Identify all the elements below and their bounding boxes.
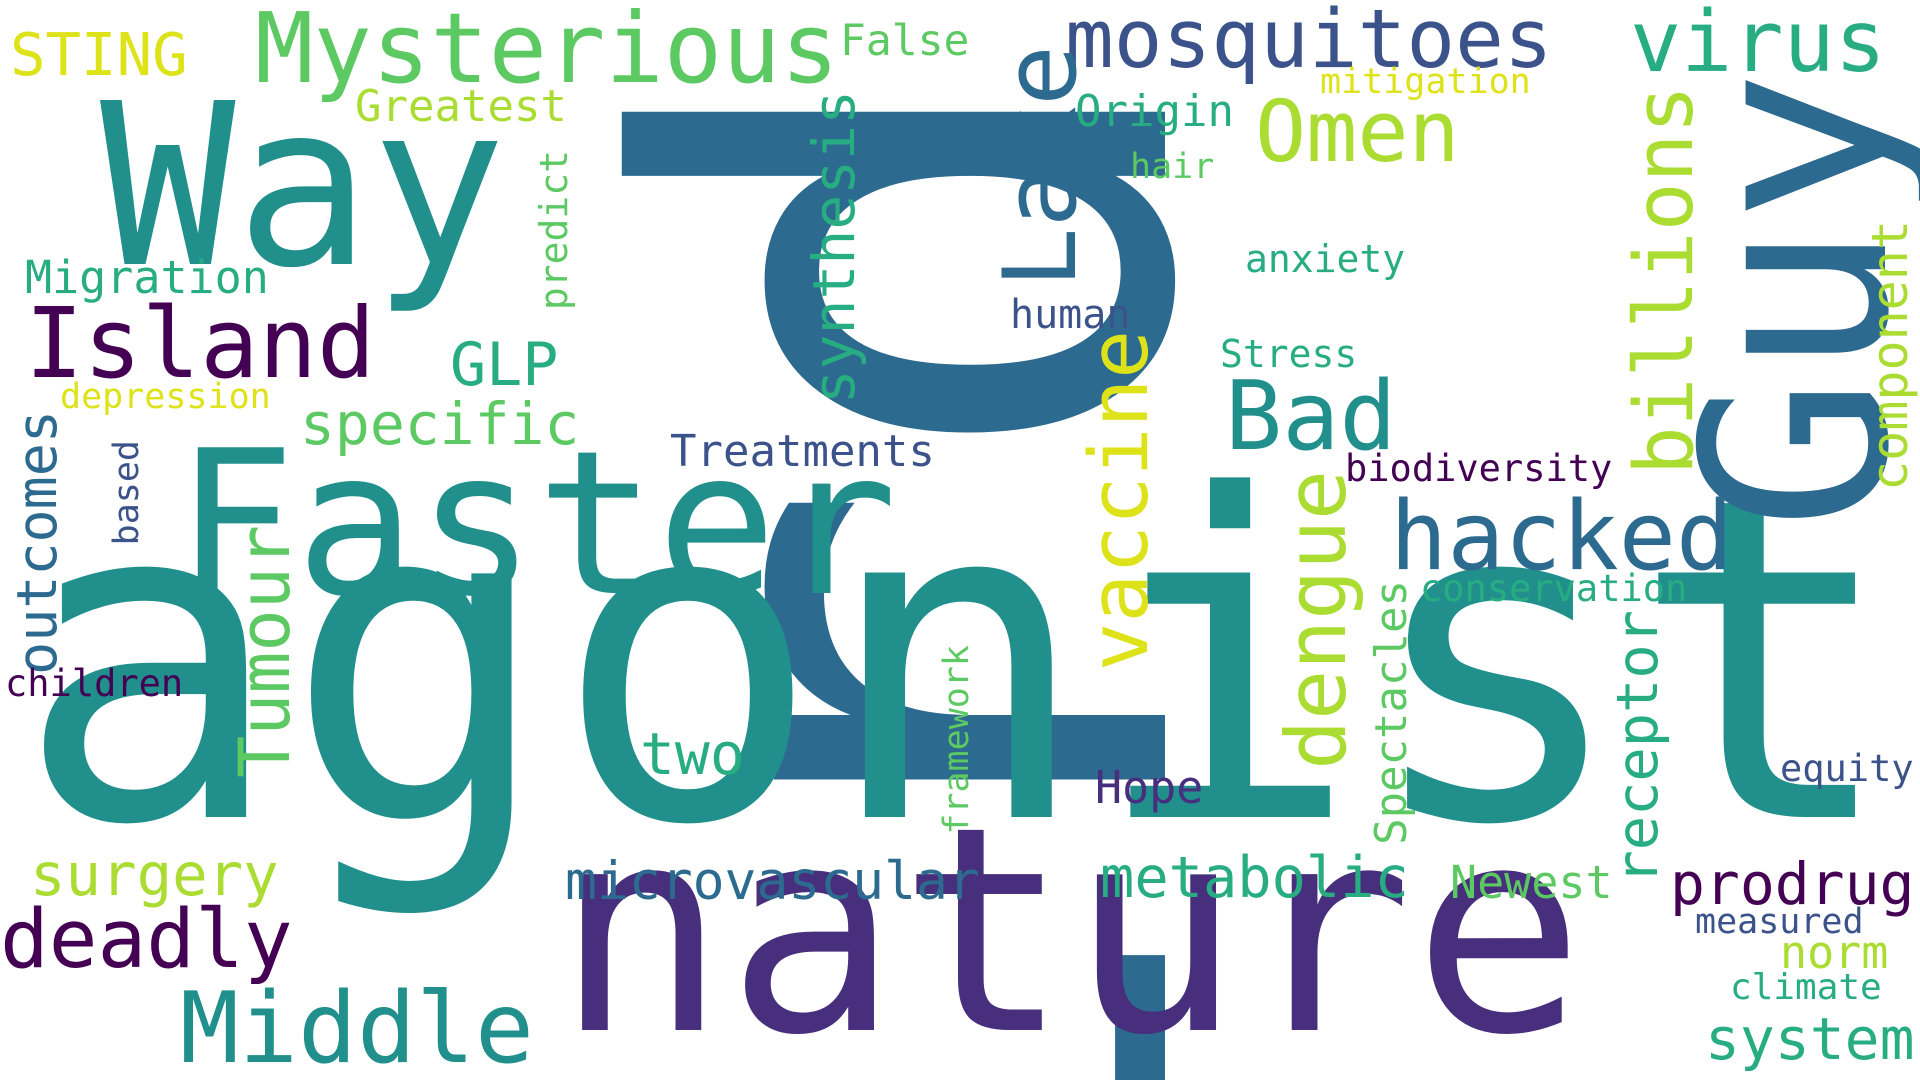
word-based: based [107, 440, 147, 546]
word-lake: Lake [981, 45, 1099, 289]
word-measured: measured [1695, 902, 1864, 942]
word-human: human [1010, 292, 1131, 338]
word-receptor: receptor [1605, 610, 1671, 885]
word-synthesis: synthesis [800, 90, 868, 405]
word-hope: Hope [1095, 761, 1204, 814]
word-treatments: Treatments [670, 426, 935, 477]
word-middle: Middle [180, 972, 535, 1080]
word-nature: nature [555, 766, 1585, 1080]
word-bad: Bad [1225, 362, 1397, 472]
word-component: component [1861, 220, 1919, 491]
word-origin: Origin [1075, 86, 1234, 137]
word-greatest: Greatest [355, 81, 567, 132]
word-equity: equity [1780, 747, 1914, 790]
word-microvascular: microvascular [565, 851, 980, 912]
word-outcomes: outcomes [5, 410, 69, 675]
word-sting: STING [10, 20, 188, 89]
word-newest: Newest [1450, 856, 1613, 909]
word-prodrug: prodrug [1670, 850, 1915, 918]
word-vaccine: vaccine [1073, 330, 1167, 672]
word-mysterious: Mysterious [255, 0, 839, 105]
word-depression: depression [60, 377, 271, 417]
word-omen: Omen [1255, 83, 1460, 182]
word-deadly: deadly [0, 893, 293, 987]
word-hair: hair [1130, 147, 1215, 187]
word-anxiety: anxiety [1245, 237, 1406, 281]
word-glp: GLP [450, 330, 559, 400]
word-mitigation: mitigation [1320, 62, 1531, 102]
word-spectacles: Spectacles [1366, 580, 1417, 845]
word-framework: framework [937, 645, 977, 835]
word-agonist: agonist [15, 403, 1899, 923]
word-hacked: hacked [1390, 482, 1734, 592]
word-surgery: surgery [30, 840, 279, 909]
word-climate: climate [1730, 967, 1882, 1008]
word-dengue: dengue [1268, 470, 1365, 770]
word-stress: Stress [1220, 332, 1358, 376]
word-predict: predict [532, 150, 576, 311]
word-norm: norm [1780, 926, 1889, 979]
word-island: Island [25, 287, 376, 400]
word-migration: Migration [25, 251, 269, 304]
word-metabolic: metabolic [1100, 845, 1409, 911]
word-way: Way [100, 56, 507, 318]
word-faster: Faster [175, 408, 898, 641]
word-children: children [5, 662, 184, 705]
word-two: two [640, 720, 745, 788]
word-false: False [840, 16, 970, 66]
word-billions: billions [1618, 85, 1712, 476]
word-specific: specific [300, 390, 580, 458]
word-biodiversity: biodiversity [1345, 447, 1613, 490]
word-tumour: Tumour [224, 525, 306, 778]
word-virus: virus [1630, 0, 1886, 92]
word-mosquitoes: mosquitoes [1065, 0, 1553, 87]
word-conservation: conservation [1420, 567, 1688, 610]
word-system: system [1705, 1005, 1915, 1073]
